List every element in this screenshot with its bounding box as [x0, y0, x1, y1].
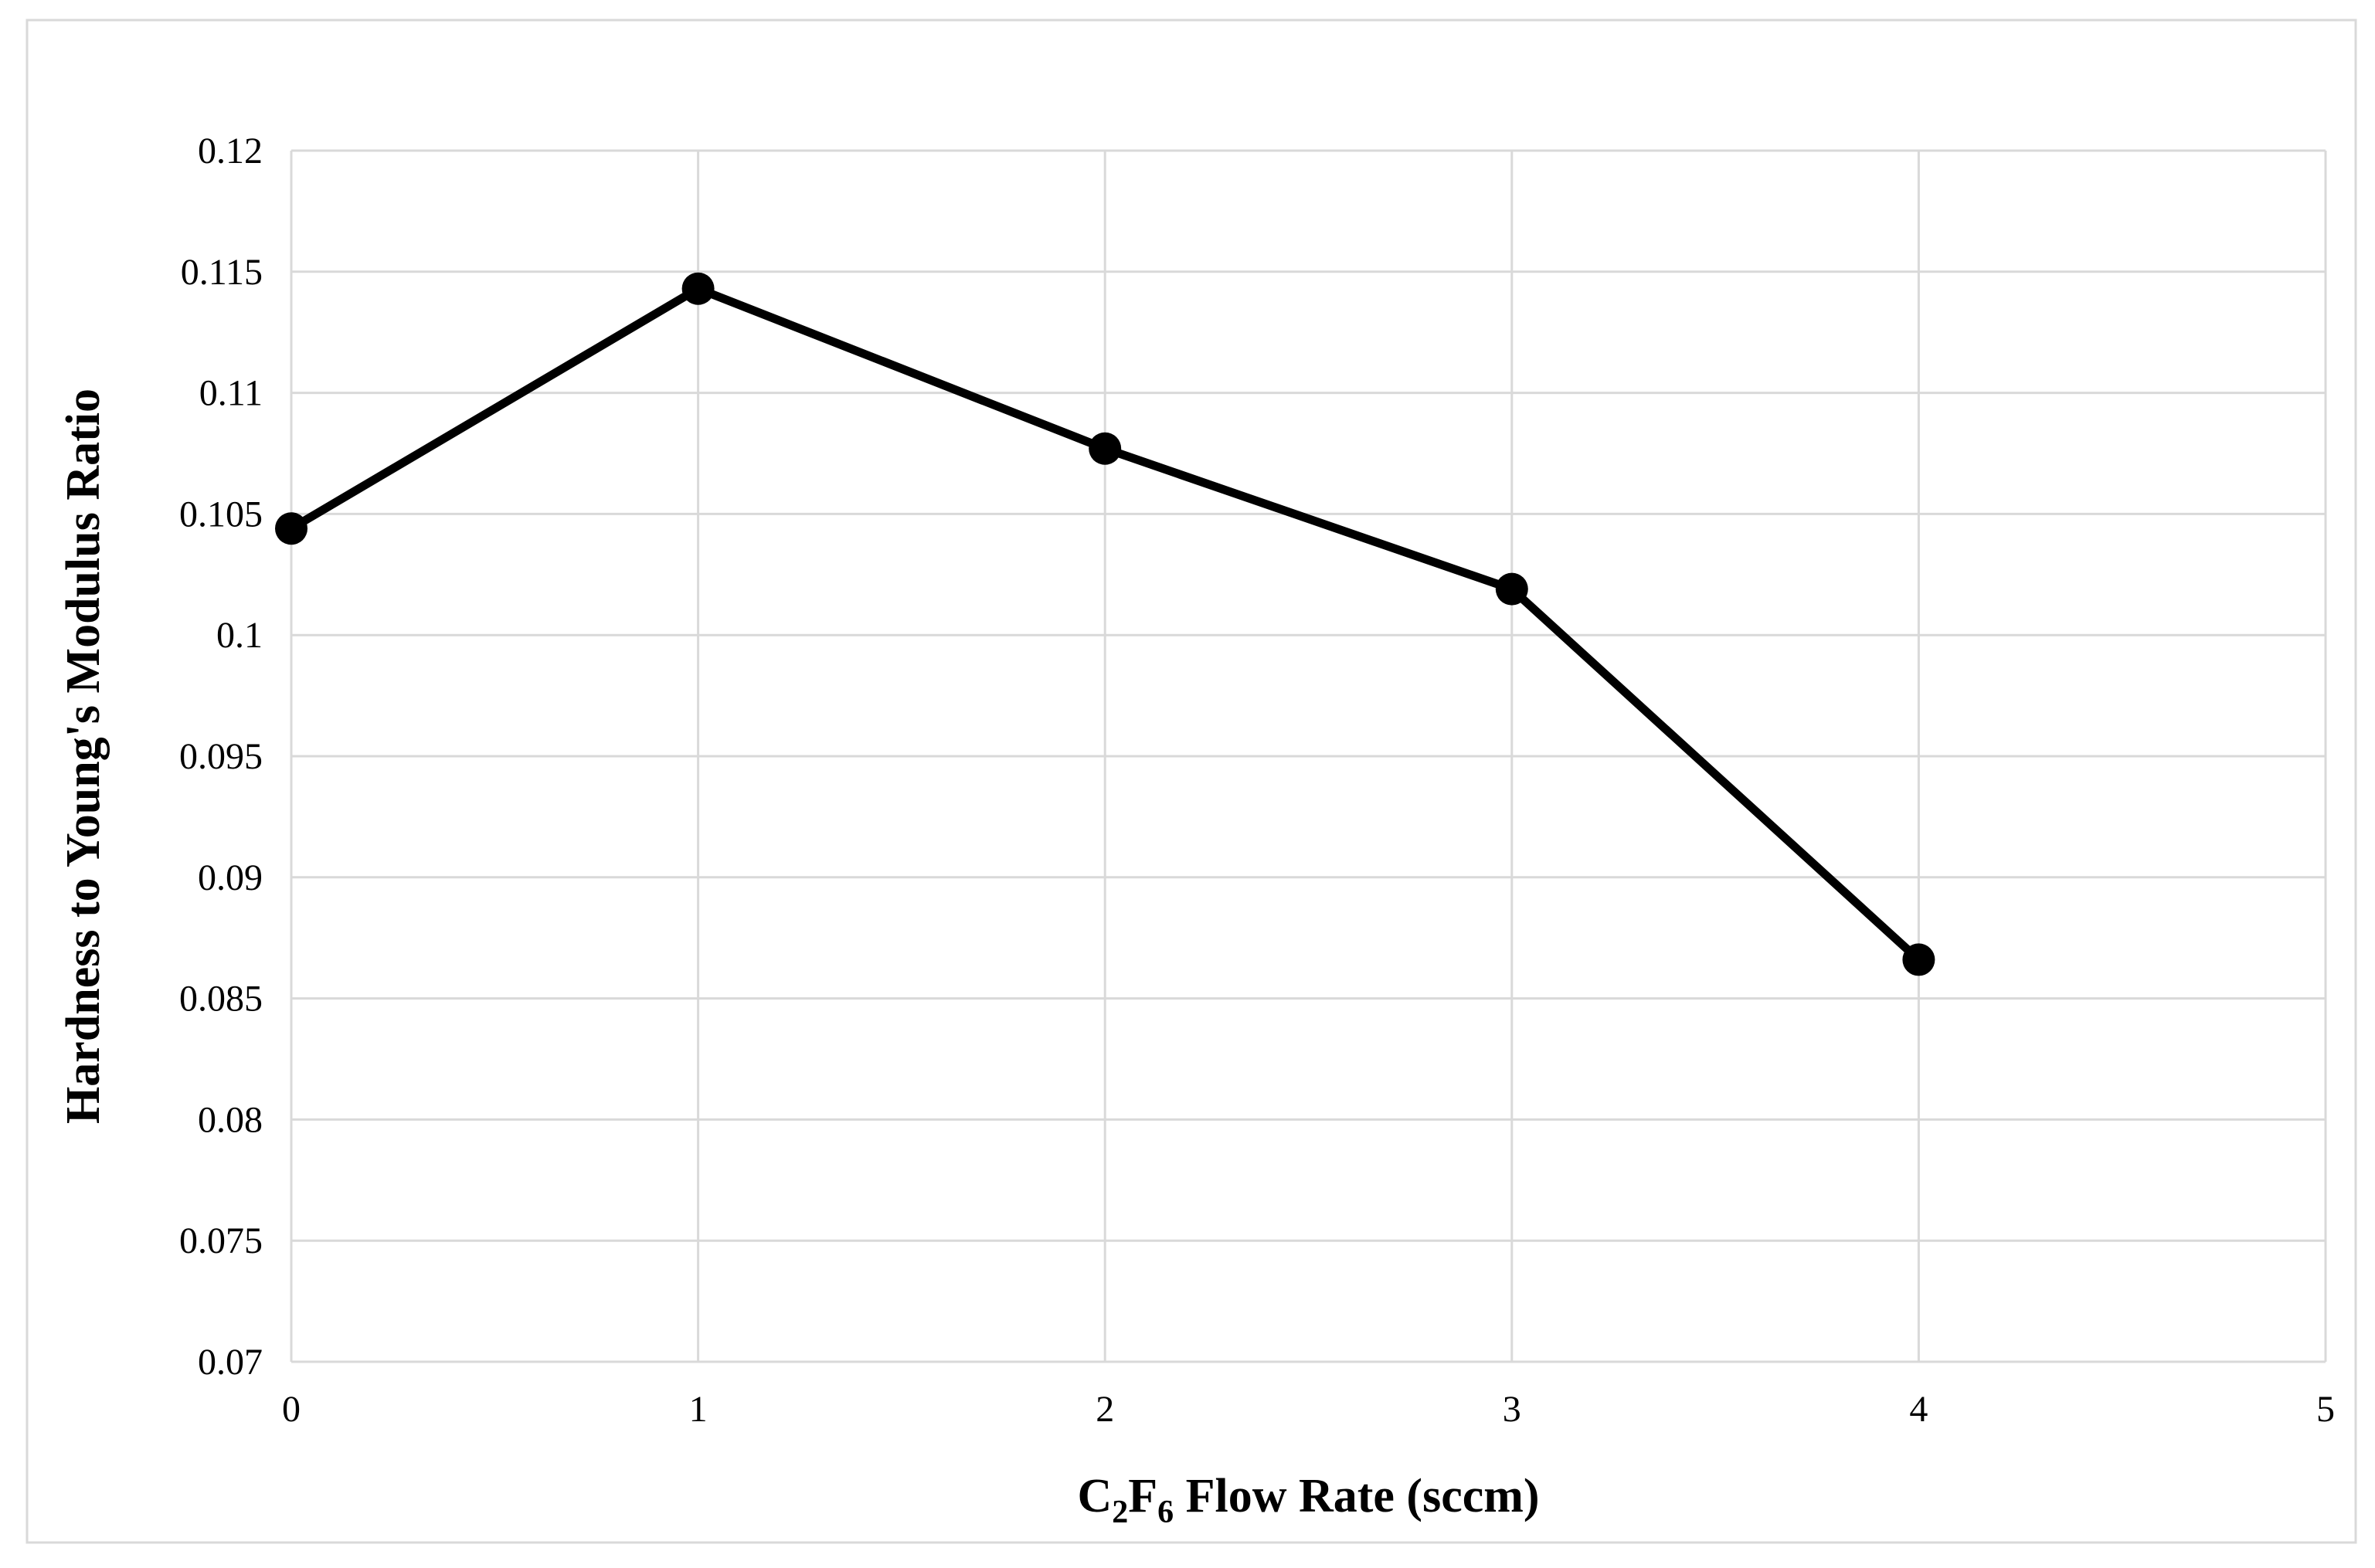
y-tick-label: 0.07	[198, 1342, 263, 1383]
data-point-marker	[275, 512, 307, 545]
data-point-marker	[1902, 943, 1935, 976]
y-tick-label: 0.105	[179, 494, 263, 535]
figure-border	[25, 19, 2357, 1544]
y-tick-label: 0.075	[179, 1220, 263, 1261]
data-point-marker	[681, 272, 715, 305]
y-tick-label: 0.115	[181, 252, 263, 293]
data-point-marker	[1495, 572, 1528, 606]
x-tick-label: 0	[282, 1389, 301, 1430]
x-tick-label: 3	[1503, 1389, 1521, 1430]
y-tick-label: 0.08	[198, 1099, 263, 1140]
y-tick-label: 0.11	[199, 373, 263, 414]
x-tick-label: 5	[2316, 1389, 2335, 1430]
x-axis-title: C2F6 Flow Rate (sccm)	[1077, 1470, 1539, 1530]
y-tick-label: 0.095	[179, 736, 263, 777]
y-tick-label: 0.12	[198, 131, 263, 171]
y-tick-label: 0.1	[216, 615, 263, 656]
y-axis-title: Hardness to Young's Modulus Ratio	[57, 389, 110, 1124]
y-tick-label: 0.09	[198, 857, 263, 898]
data-point-marker	[1089, 432, 1122, 465]
x-tick-label: 1	[689, 1389, 708, 1430]
x-tick-label: 4	[1909, 1389, 1928, 1430]
x-tick-label: 2	[1096, 1389, 1114, 1430]
y-tick-label: 0.085	[179, 979, 263, 1020]
